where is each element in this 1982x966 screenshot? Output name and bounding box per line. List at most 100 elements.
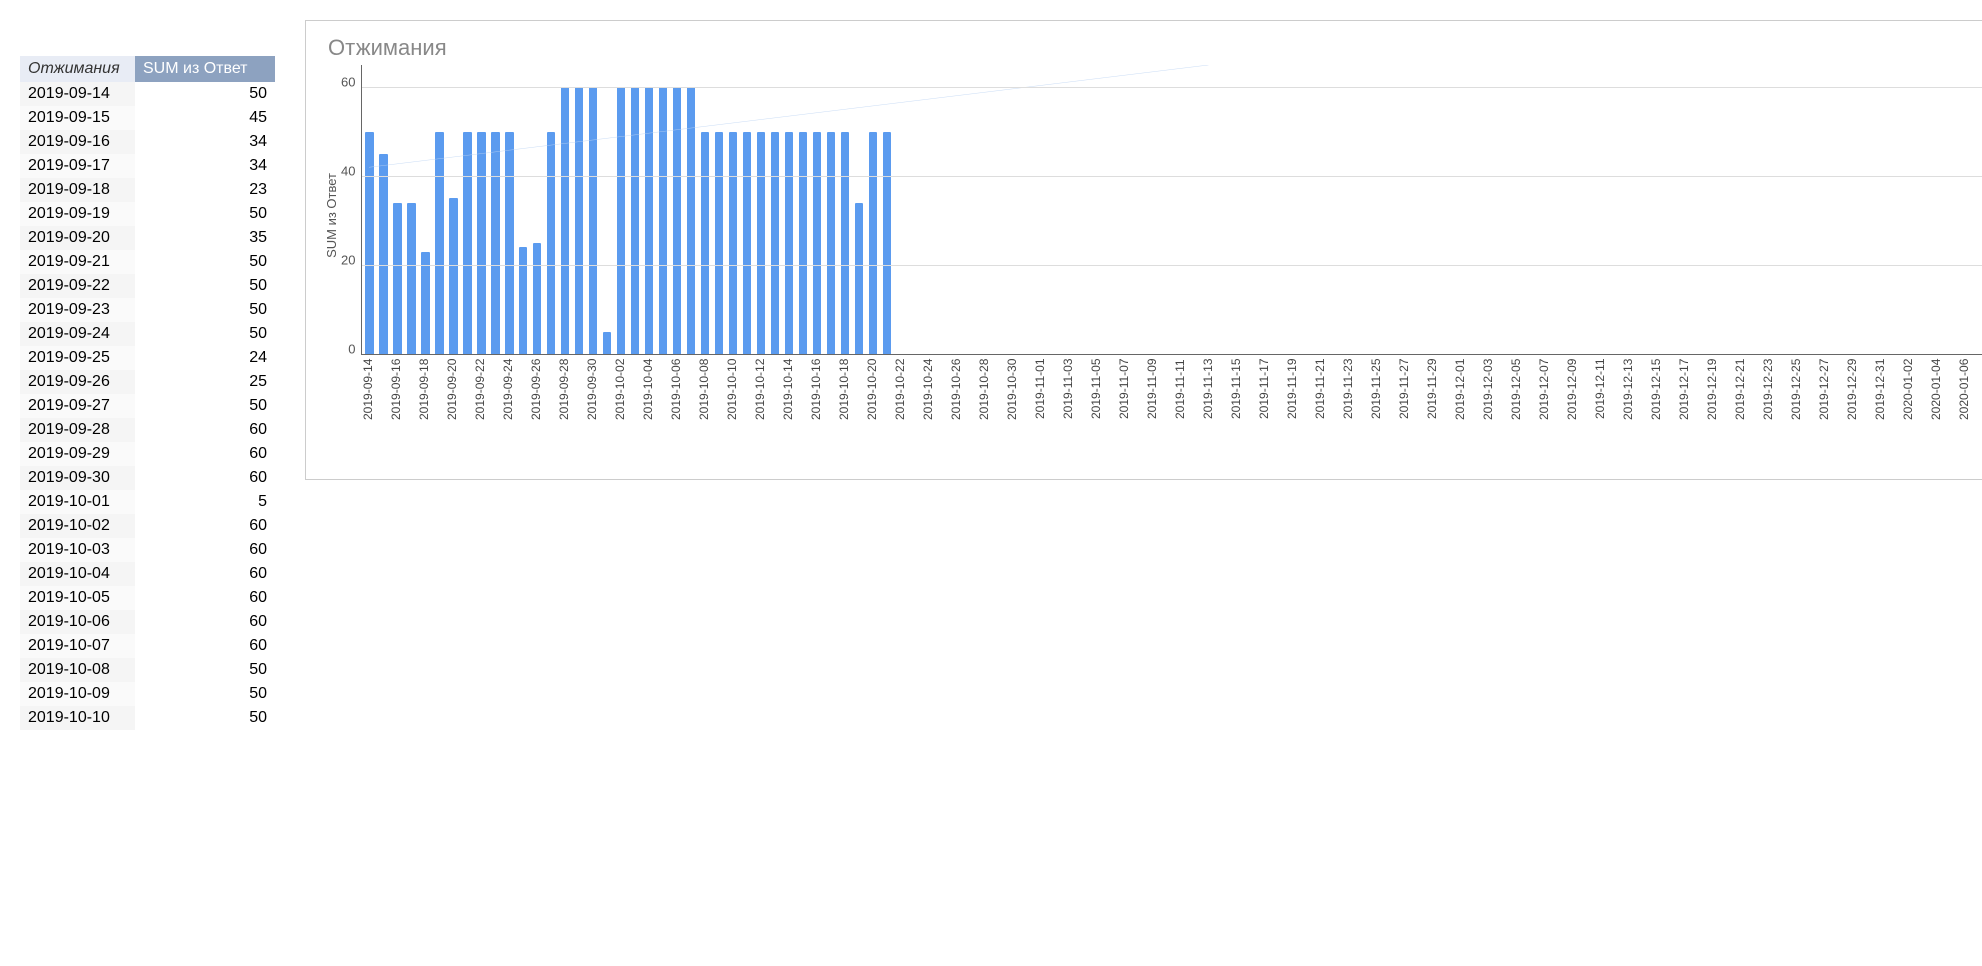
x-tick: 2019-10-22 (893, 359, 907, 447)
cell-value: 60 (135, 538, 275, 562)
bar-slot (1411, 65, 1425, 354)
x-tick: 2019-12-29 (1845, 359, 1859, 447)
bar-slot (978, 65, 992, 354)
cell-value: 60 (135, 442, 275, 466)
bar (827, 132, 835, 354)
bar-slot (1747, 65, 1761, 354)
bar-slot (1789, 65, 1803, 354)
x-tick: 2019-12-01 (1453, 359, 1467, 447)
bar-slot (1523, 65, 1537, 354)
bar (379, 154, 387, 354)
x-tick: 2019-11-03 (1061, 359, 1075, 447)
table-row: 2019-10-0660 (20, 610, 275, 634)
table-row: 2019-09-1634 (20, 130, 275, 154)
bar-slot (404, 65, 418, 354)
bar-slot (1160, 65, 1174, 354)
bar-slot (1943, 65, 1957, 354)
bar (561, 87, 569, 354)
bar-slot (1565, 65, 1579, 354)
x-tick: 2019-09-18 (417, 359, 431, 447)
bar-slot (362, 65, 376, 354)
cell-value: 35 (135, 226, 275, 250)
bar-slot (1831, 65, 1845, 354)
cell-value: 60 (135, 586, 275, 610)
x-tick: 2019-11-17 (1257, 359, 1271, 447)
y-tick: 40 (341, 165, 355, 178)
bar-slot (1453, 65, 1467, 354)
bar (785, 132, 793, 354)
cell-date: 2019-09-28 (20, 418, 135, 442)
bar (631, 87, 639, 354)
bar (435, 132, 443, 354)
bar-slot (922, 65, 936, 354)
cell-value: 45 (135, 106, 275, 130)
x-tick: 2019-10-26 (949, 359, 963, 447)
data-table: Отжимания SUM из Ответ 2019-09-14502019-… (20, 56, 275, 730)
bar-slot (950, 65, 964, 354)
x-axis-ticks: 2019-09-142019-09-152019-09-162019-09-17… (361, 359, 1982, 447)
x-tick: 2019-10-04 (641, 359, 655, 447)
bar-slot (390, 65, 404, 354)
bar-slot (684, 65, 698, 354)
x-tick: 2019-10-10 (725, 359, 739, 447)
bar-slot (1607, 65, 1621, 354)
bar (505, 132, 513, 354)
x-tick: 2019-11-01 (1033, 359, 1047, 447)
bar-slot (474, 65, 488, 354)
cell-date: 2019-09-20 (20, 226, 135, 250)
bar-slot (1146, 65, 1160, 354)
table-row: 2019-09-1450 (20, 82, 275, 106)
cell-date: 2019-10-09 (20, 682, 135, 706)
bar-slot (880, 65, 894, 354)
bar-slot (460, 65, 474, 354)
cell-date: 2019-09-22 (20, 274, 135, 298)
x-tick: 2019-11-07 (1117, 359, 1131, 447)
table-row: 2019-09-2035 (20, 226, 275, 250)
x-tick: 2019-09-26 (529, 359, 543, 447)
bar-slot (670, 65, 684, 354)
table-row: 2019-09-2150 (20, 250, 275, 274)
gridline (362, 265, 1982, 266)
cell-date: 2019-09-16 (20, 130, 135, 154)
bar-slot (516, 65, 530, 354)
x-tick: 2020-01-04 (1929, 359, 1943, 447)
table-row: 2019-09-2250 (20, 274, 275, 298)
cell-date: 2019-09-26 (20, 370, 135, 394)
cell-value: 50 (135, 250, 275, 274)
chart-panel: Отжимания SUM из Ответ 6040200 2019-09-1… (305, 20, 1982, 480)
x-tick: 2019-10-30 (1005, 359, 1019, 447)
bar-slot (1188, 65, 1202, 354)
bar-slot (1467, 65, 1481, 354)
bar-slot (1761, 65, 1775, 354)
x-tick: 2019-12-11 (1593, 359, 1607, 447)
bar-slot (1929, 65, 1943, 354)
bar-slot (1901, 65, 1915, 354)
x-tick: 2019-11-13 (1201, 359, 1215, 447)
bar-slot (530, 65, 544, 354)
y-axis-ticks: 6040200 (341, 69, 355, 349)
table-row: 2019-09-1545 (20, 106, 275, 130)
bar-slot (1299, 65, 1313, 354)
y-tick: 0 (341, 343, 355, 356)
bar (757, 132, 765, 354)
bar-slot (1230, 65, 1244, 354)
x-tick: 2019-10-08 (697, 359, 711, 447)
x-tick: 2019-10-20 (865, 359, 879, 447)
table-header-date: Отжимания (20, 56, 135, 82)
x-tick: 2019-12-23 (1761, 359, 1775, 447)
x-tick: 2019-10-24 (921, 359, 935, 447)
bar-slot (768, 65, 782, 354)
bar (491, 132, 499, 354)
cell-value: 50 (135, 298, 275, 322)
bar-slot (628, 65, 642, 354)
x-tick: 2019-12-07 (1537, 359, 1551, 447)
bar (841, 132, 849, 354)
cell-date: 2019-10-07 (20, 634, 135, 658)
x-tick: 2019-11-09 (1145, 359, 1159, 447)
bar (421, 252, 429, 354)
cell-value: 25 (135, 370, 275, 394)
bar-slot (558, 65, 572, 354)
cell-value: 50 (135, 682, 275, 706)
cell-date: 2019-10-10 (20, 706, 135, 730)
bar (729, 132, 737, 354)
